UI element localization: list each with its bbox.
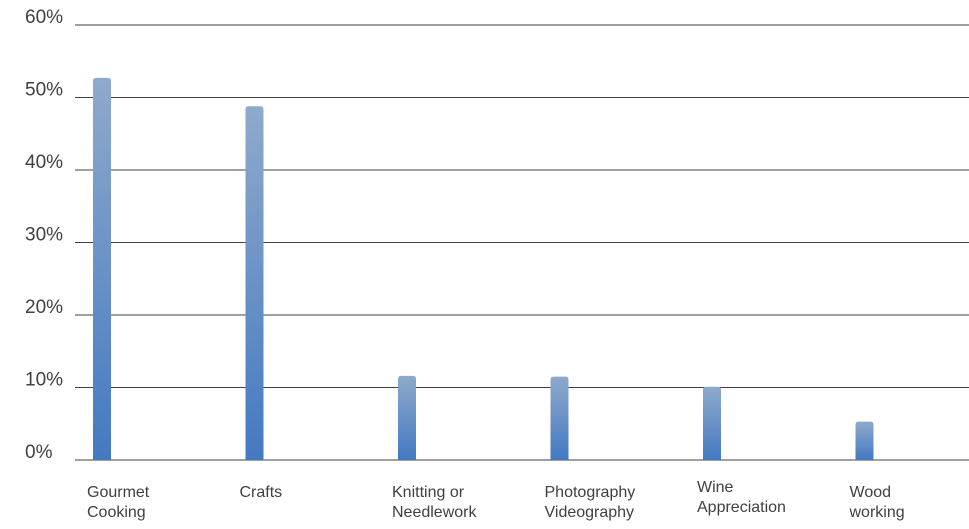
bars: [93, 77, 874, 461]
x-category-label: Wood working: [849, 484, 905, 521]
x-category-label-line: Wood: [850, 484, 892, 501]
x-category-label: Knitting or Needlework: [392, 484, 477, 521]
x-category-label: Crafts: [240, 484, 283, 501]
x-category-label-line: Crafts: [240, 484, 283, 501]
y-tick-label: 10%: [25, 370, 63, 391]
x-category-label: Gourmet Cooking: [87, 484, 150, 521]
x-category-label-line: Photography: [545, 484, 636, 501]
x-category-label-line: Knitting or: [392, 484, 465, 501]
x-category-label: Photography Videography: [545, 484, 636, 521]
y-tick-label: 50%: [25, 80, 63, 101]
x-axis-category-labels: Gourmet Cooking Crafts Knitting or Needlewor…: [87, 479, 905, 521]
bar: [245, 106, 264, 460]
gridlines: [75, 24, 969, 461]
y-tick-label: 30%: [25, 225, 63, 246]
bar: [855, 421, 874, 460]
x-category-label-line: Appreciation: [697, 499, 786, 516]
y-tick-label: 40%: [25, 152, 63, 173]
y-tick-label: 60%: [25, 7, 63, 28]
bar: [93, 77, 111, 461]
x-category-label-line: Needlework: [392, 504, 477, 521]
y-tick-label: 20%: [25, 297, 63, 318]
x-category-label-line: Gourmet: [87, 484, 150, 501]
x-category-label-line: Wine: [697, 479, 734, 496]
y-tick-label: 0%: [25, 442, 53, 463]
x-category-label: Wine Appreciation: [697, 479, 786, 516]
bar: [703, 386, 721, 460]
x-category-label-line: working: [849, 504, 905, 521]
bar: [398, 375, 416, 460]
x-category-label-line: Cooking: [87, 504, 146, 521]
y-axis-tick-labels: 0% 10% 20% 30% 40% 50% 60%: [25, 7, 63, 463]
bar: [550, 376, 569, 460]
x-category-label-line: Videography: [545, 504, 635, 521]
